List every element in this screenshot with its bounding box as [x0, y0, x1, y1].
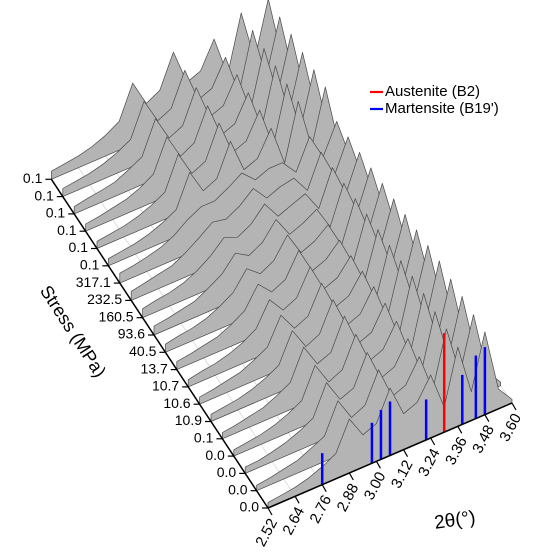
- y-tick-label: 232.5: [87, 291, 122, 307]
- x-tick-label: 2.88: [334, 481, 363, 515]
- y-tick-label: 13.7: [141, 360, 168, 376]
- y-tick-label: 0.0: [228, 481, 248, 497]
- x-tick-label: 3.60: [496, 411, 525, 445]
- x-tick: [403, 449, 409, 457]
- y-tick-label: 317.1: [76, 274, 111, 290]
- y-tick-label: 10.6: [163, 395, 190, 411]
- y-tick-label: 0.1: [194, 430, 214, 446]
- x-tick-label: 3.00: [361, 469, 390, 503]
- x-tick: [348, 472, 354, 481]
- x-tick: [457, 426, 463, 434]
- x-tick-label: 2.52: [252, 516, 281, 550]
- x-tick: [484, 414, 490, 422]
- y-tick-label: 0.0: [240, 499, 260, 515]
- x-tick: [375, 461, 381, 469]
- y-tick-label: 0.1: [80, 257, 100, 273]
- y-tick-label: 0.0: [205, 447, 225, 463]
- legend-label: Austenite (B2): [385, 83, 480, 100]
- x-tick-label: 2.64: [279, 504, 308, 538]
- y-tick-label: 160.5: [99, 308, 134, 324]
- legend-label: Martensite (B19'): [385, 100, 499, 117]
- x-tick: [430, 437, 436, 446]
- x-tick-label: 3.24: [415, 446, 444, 480]
- x-tick-label: 3.12: [388, 457, 417, 491]
- y-tick-label: 0.1: [23, 170, 43, 186]
- x-tick: [511, 402, 517, 411]
- y-tick-label: 0.1: [69, 239, 89, 255]
- x-axis: [267, 402, 513, 509]
- x-tick-label: 3.36: [442, 434, 471, 468]
- y-tick-label: 93.6: [118, 326, 145, 342]
- y-tick-label: 10.9: [175, 412, 202, 428]
- x-tick: [294, 496, 300, 504]
- x-tick-label: 3.48: [469, 422, 498, 456]
- y-tick-label: 0.1: [34, 187, 54, 203]
- x-tick: [267, 507, 273, 516]
- y-axis: [50, 178, 269, 509]
- y-tick-label: 0.1: [57, 222, 77, 238]
- x-tick-label: 2.76: [307, 492, 336, 526]
- y-tick-label: 0.1: [46, 205, 66, 221]
- y-tick-label: 10.7: [152, 378, 179, 394]
- x-axis-title: 2θ(°): [433, 507, 477, 534]
- y-tick-label: 40.5: [129, 343, 156, 359]
- y-tick-label: 0.0: [217, 464, 237, 480]
- x-tick: [321, 484, 327, 492]
